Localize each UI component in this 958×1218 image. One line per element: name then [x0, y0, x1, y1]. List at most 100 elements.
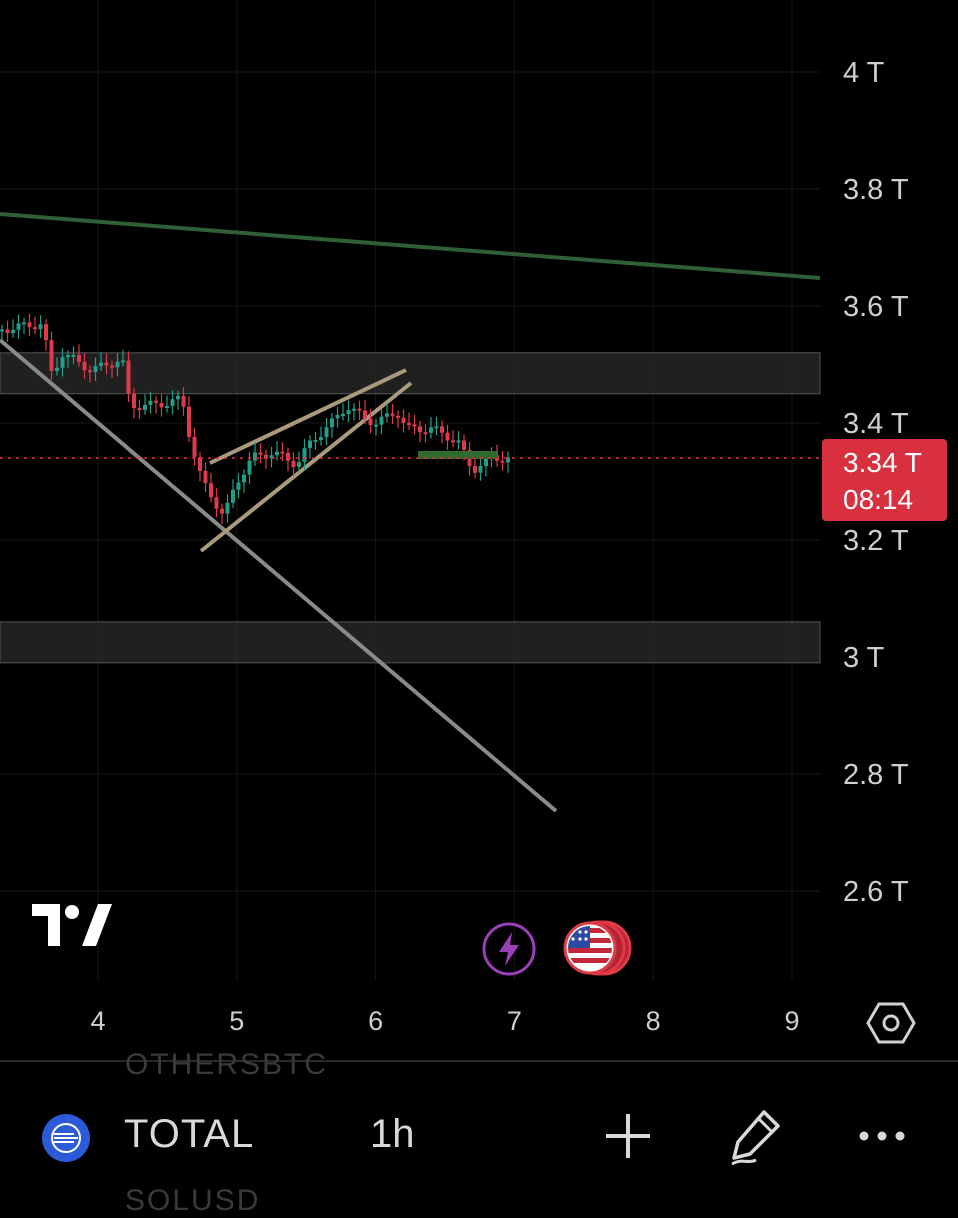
candle-body: [176, 395, 180, 400]
candle-body: [66, 354, 70, 358]
candle-body: [407, 423, 411, 426]
chart-canvas[interactable]: 4 T 3.8 T 3.6 T 3.4 T 3.2 T 3 T 2.8 T 2.6 T 3.34…: [0, 0, 958, 1060]
candle-body: [82, 361, 87, 371]
candle-body: [214, 497, 219, 509]
bottom-toolbar: OTHERSBTC TOTAL 1h SOLUSD: [0, 1048, 958, 1217]
candle-body: [258, 452, 263, 455]
pencil-icon[interactable]: [726, 1106, 786, 1166]
price-axis-label: 2.6 T: [843, 876, 909, 908]
support-zone: [0, 621, 821, 664]
price-axis-label: 3.8 T: [843, 174, 909, 206]
last-price-badge: [822, 439, 947, 521]
candle-body: [390, 413, 395, 416]
candle-body: [412, 424, 417, 427]
candle-body: [500, 460, 505, 463]
candle-body: [104, 362, 109, 366]
candle-body: [429, 427, 433, 433]
candle-body: [38, 324, 43, 330]
candle-body: [209, 483, 213, 498]
us-flag-icon[interactable]: [560, 918, 634, 978]
candle-body: [269, 455, 274, 459]
price-axis-label: 3.4 T: [843, 408, 909, 440]
candle-body: [423, 432, 428, 435]
candle-body: [154, 400, 158, 403]
settings-hexagon-icon[interactable]: [866, 1000, 916, 1046]
candle-body: [297, 462, 301, 467]
candle-body: [110, 365, 114, 368]
plus-icon[interactable]: [598, 1106, 658, 1166]
date-axis-label: 4: [90, 1006, 105, 1036]
candle-body: [324, 427, 329, 438]
candle-body: [148, 400, 153, 405]
candle-body: [49, 340, 54, 372]
candle-body: [33, 327, 37, 330]
candle-body: [143, 404, 147, 410]
more-icon[interactable]: [852, 1106, 912, 1166]
candle-body: [352, 408, 356, 411]
next-symbol-ghost: SOLUSD: [125, 1184, 261, 1217]
candle-body: [374, 424, 378, 427]
candle-body: [335, 414, 340, 419]
candle-body: [132, 393, 136, 409]
candle-body: [242, 474, 246, 483]
candle-body: [478, 465, 483, 473]
candle-body: [60, 357, 65, 368]
candle-body: [396, 415, 400, 418]
candle-body: [385, 413, 389, 417]
symbol-icon[interactable]: [42, 1114, 90, 1162]
candle-body: [236, 482, 241, 490]
candle-body: [247, 460, 252, 475]
price-axis-label: 2.8 T: [843, 759, 909, 791]
candle-body: [203, 470, 208, 484]
candle-body: [192, 436, 197, 458]
candle-body: [126, 360, 131, 394]
candle-body: [71, 354, 76, 357]
candle-body: [121, 360, 125, 363]
candle-body: [357, 408, 362, 411]
candle-body: [308, 440, 312, 449]
candle-body: [434, 426, 439, 429]
candle-body: [27, 322, 32, 328]
previous-symbol-ghost: OTHERSBTC: [125, 1048, 329, 1081]
price-chart[interactable]: 4 T 3.8 T 3.6 T 3.4 T 3.2 T 3 T 2.8 T 2.6 T 3.34…: [0, 0, 958, 1060]
date-axis-label: 5: [229, 1006, 244, 1036]
candle-body: [88, 370, 92, 373]
bar-countdown: 08:14: [843, 484, 913, 515]
candle-body: [313, 440, 318, 443]
candle-body: [181, 395, 186, 407]
candle-body: [379, 416, 384, 425]
candle-body: [451, 440, 455, 443]
candle-body: [456, 440, 461, 443]
candle-body: [99, 362, 103, 367]
price-axis-label: 4 T: [843, 57, 885, 89]
candle-body: [137, 408, 142, 411]
candle-body: [231, 489, 235, 503]
price-axis-label: 3 T: [843, 642, 885, 674]
candle-body: [11, 329, 15, 334]
date-axis-label: 7: [507, 1006, 522, 1036]
candle-body: [115, 361, 120, 368]
candle-body: [286, 452, 290, 461]
candle-body: [330, 418, 334, 428]
candle-body: [291, 460, 296, 467]
wedge-upper-line: [209, 368, 407, 465]
candle-body: [77, 354, 81, 362]
candle-body: [484, 457, 488, 466]
date-axis-label: 6: [368, 1006, 383, 1036]
candle-body: [401, 417, 406, 424]
candle-body: [93, 366, 98, 373]
candle-body: [5, 329, 10, 334]
tradingview-logo: [32, 904, 112, 946]
candle-body: [159, 402, 164, 408]
candle-body: [22, 322, 26, 325]
lightning-icon[interactable]: [480, 920, 538, 978]
timeframe-selector[interactable]: 1h: [370, 1112, 415, 1156]
candle-body: [170, 399, 175, 407]
candle-body: [506, 457, 510, 463]
candle-body: [55, 367, 59, 372]
candle-body: [302, 448, 307, 463]
symbol-name[interactable]: TOTAL: [124, 1112, 255, 1156]
candle-body: [440, 426, 444, 433]
candle-body: [44, 324, 48, 341]
last-price-value: 3.34 T: [843, 447, 922, 478]
